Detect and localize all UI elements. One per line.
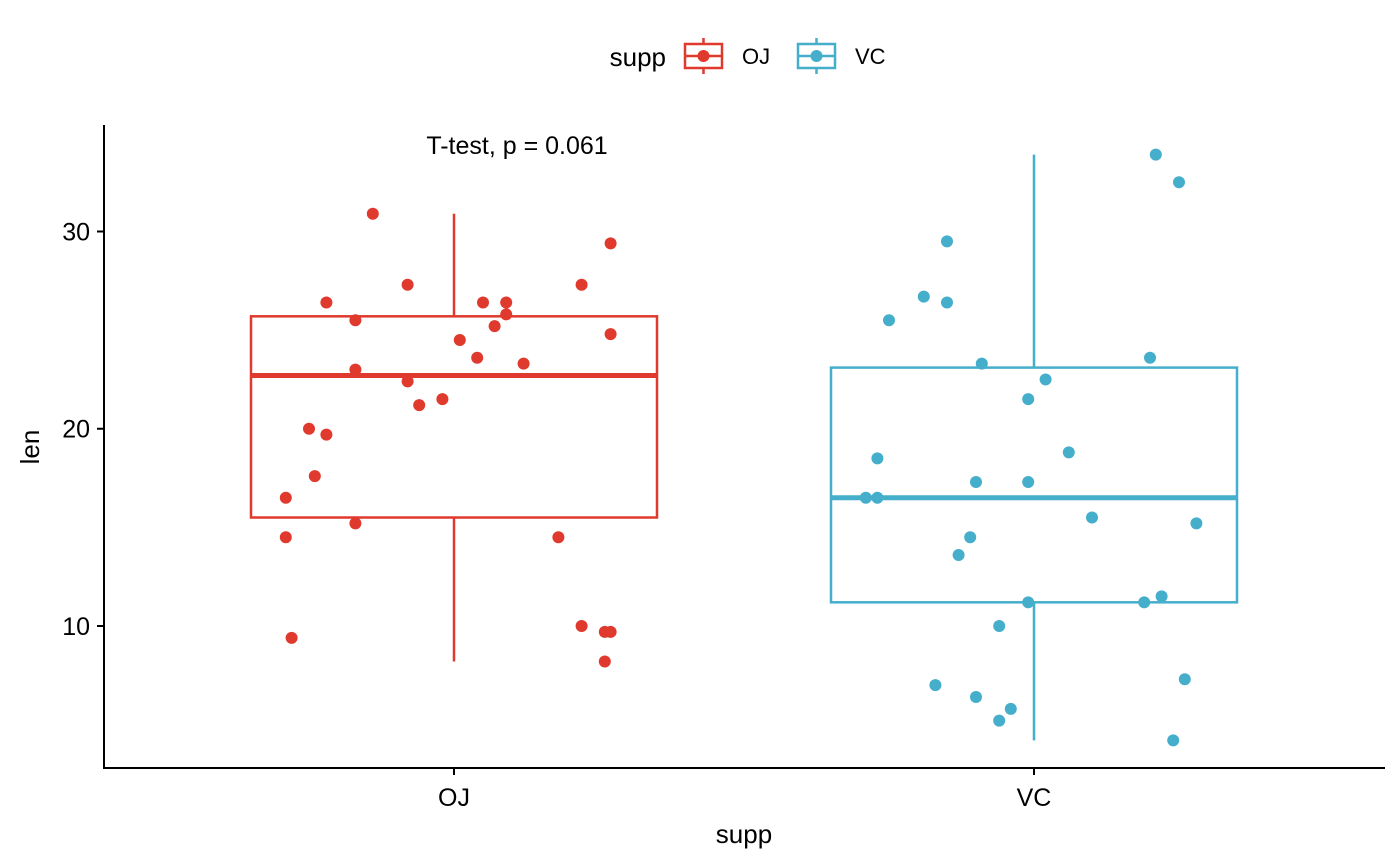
- data-point-vc: [1149, 148, 1162, 161]
- data-point-oj: [477, 296, 489, 309]
- data-point-vc: [970, 690, 982, 703]
- data-point-oj: [401, 375, 414, 388]
- box-iqr: [829, 366, 1239, 604]
- legend-label: VC: [855, 44, 886, 69]
- data-point-vc: [1138, 596, 1151, 609]
- data-point-vc: [964, 531, 977, 544]
- data-point-oj: [604, 328, 617, 341]
- data-point-oj: [413, 399, 426, 412]
- x-tick-label: VC: [1017, 784, 1052, 812]
- legend-key-point: [697, 50, 710, 62]
- data-point-oj: [303, 422, 315, 435]
- data-point-vc: [1173, 176, 1185, 189]
- y-tick-label: 10: [62, 613, 90, 641]
- data-point-oj: [308, 470, 321, 483]
- data-point-vc: [1167, 734, 1180, 747]
- data-point-vc: [1144, 351, 1156, 364]
- data-point-oj: [488, 320, 501, 333]
- data-point-vc: [1155, 590, 1168, 603]
- t-test-annotation: T-test, p = 0.061: [426, 132, 607, 160]
- x-axis-title: supp: [716, 819, 772, 849]
- legend-entry-oj: OJ: [683, 38, 770, 74]
- data-point-oj: [320, 296, 333, 309]
- data-point-vc: [941, 235, 953, 248]
- data-point-vc: [952, 548, 965, 561]
- y-tick-label: 30: [62, 219, 90, 247]
- data-point-oj: [453, 333, 466, 346]
- data-point-vc: [975, 357, 988, 370]
- data-point-vc: [1086, 511, 1098, 524]
- y-tick-label: 20: [62, 416, 90, 444]
- data-point-vc: [941, 296, 953, 309]
- data-point-vc: [970, 476, 982, 489]
- data-point-vc: [1190, 517, 1203, 530]
- data-point-vc: [1022, 393, 1035, 406]
- data-point-vc: [859, 491, 872, 504]
- data-point-oj: [349, 314, 362, 327]
- data-point-oj: [471, 351, 484, 364]
- data-point-vc: [1022, 476, 1035, 489]
- legend-entry-vc: VC: [796, 38, 886, 74]
- data-point-vc: [917, 290, 930, 303]
- data-point-vc: [1178, 673, 1191, 686]
- data-point-oj: [552, 531, 565, 544]
- data-point-vc: [1022, 596, 1035, 609]
- legend-title: supp: [610, 42, 666, 72]
- x-tick-label: OJ: [438, 784, 470, 812]
- box-vc: [829, 154, 1239, 741]
- data-point-vc: [1004, 702, 1017, 715]
- data-point-oj: [500, 308, 513, 321]
- data-point-oj: [517, 357, 530, 370]
- data-point-vc: [871, 452, 884, 465]
- data-point-oj: [604, 625, 617, 638]
- y-axis-title: len: [15, 430, 45, 465]
- data-point-vc: [1062, 446, 1075, 459]
- data-point-oj: [349, 517, 362, 530]
- legend: supp OJ VC: [610, 38, 886, 74]
- data-point-vc: [929, 679, 942, 692]
- legend-key-point: [810, 50, 823, 62]
- data-point-oj: [575, 278, 588, 291]
- data-point-vc: [1039, 373, 1052, 386]
- data-point-oj: [436, 393, 449, 406]
- data-point-oj: [598, 655, 611, 668]
- data-point-oj: [604, 237, 617, 250]
- legend-label: OJ: [742, 44, 770, 69]
- box-oj: [249, 213, 659, 662]
- data-point-oj: [349, 363, 362, 376]
- data-point-oj: [279, 531, 292, 544]
- data-point-oj: [366, 207, 379, 220]
- data-point-oj: [279, 491, 292, 504]
- data-point-oj: [401, 278, 414, 291]
- box-iqr: [249, 315, 659, 519]
- data-point-vc: [883, 314, 895, 327]
- data-point-vc: [871, 491, 884, 504]
- data-point-oj: [500, 296, 513, 309]
- data-point-oj: [575, 619, 588, 632]
- data-point-vc: [993, 619, 1006, 632]
- data-point-vc: [993, 714, 1006, 727]
- data-point-oj: [320, 428, 333, 441]
- data-point-oj: [285, 631, 298, 644]
